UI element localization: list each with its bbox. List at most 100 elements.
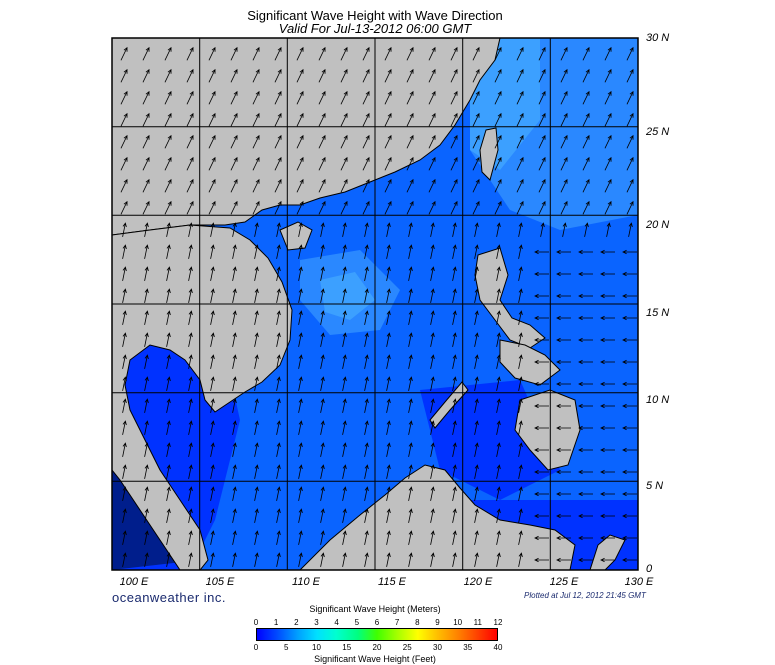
wave-arrow xyxy=(144,222,149,237)
wave-arrow xyxy=(166,310,171,325)
wave-arrow xyxy=(208,200,216,215)
wave-arrow xyxy=(186,46,194,61)
wave-arrow xyxy=(342,420,347,435)
wave-arrow xyxy=(408,464,413,479)
wave-arrow xyxy=(210,486,215,501)
wave-arrow xyxy=(166,508,171,523)
wave-arrow xyxy=(452,552,457,567)
wave-arrow xyxy=(516,134,524,149)
wave-arrow xyxy=(534,337,549,343)
wave-arrow xyxy=(622,447,637,453)
wave-arrow xyxy=(626,200,634,215)
land-taiwan xyxy=(479,127,499,181)
wave-arrow xyxy=(230,68,238,83)
wave-arrow xyxy=(254,530,259,545)
wave-arrow xyxy=(474,464,479,479)
wave-arrow xyxy=(534,425,549,431)
wave-arrow xyxy=(450,134,458,149)
wave-arrow xyxy=(252,134,260,149)
wave-arrow xyxy=(320,354,325,369)
wave-arrow xyxy=(364,288,369,303)
wave-arrow xyxy=(276,398,281,413)
lon-label-120e: 120 E xyxy=(463,576,493,588)
wave-arrow xyxy=(578,293,593,299)
wave-arrow xyxy=(144,552,149,567)
wave-arrow xyxy=(560,46,568,61)
wave-arrow xyxy=(430,376,435,391)
wave-arrow xyxy=(142,156,150,171)
wave-arrow xyxy=(340,156,348,171)
feet-tick: 5 xyxy=(284,643,289,652)
wave-arrow xyxy=(164,178,172,193)
wave-arrow xyxy=(584,222,589,237)
wave-arrow xyxy=(518,398,523,413)
wave-arrow xyxy=(406,46,414,61)
wave-arrow xyxy=(534,359,549,365)
wave-arrow xyxy=(120,112,128,127)
wave-arrow xyxy=(254,332,259,347)
wave-arrow xyxy=(496,244,501,259)
wave-arrow xyxy=(622,315,637,321)
wave-arrow xyxy=(386,398,391,413)
wave-arrow xyxy=(386,486,391,501)
wave-arrow xyxy=(622,491,637,497)
wave-arrow xyxy=(518,530,523,545)
wave-arrow xyxy=(340,112,348,127)
wave-arrow xyxy=(452,288,457,303)
wave-arrow xyxy=(296,134,304,149)
wave-arrow xyxy=(274,178,282,193)
wave-arrow xyxy=(600,535,615,541)
wave-arrow xyxy=(516,178,524,193)
lat-label-25n: 25 N xyxy=(646,126,670,138)
wave-arrow xyxy=(516,200,524,215)
wave-arrow xyxy=(604,134,612,149)
wave-arrow xyxy=(320,508,325,523)
wave-arrow xyxy=(318,46,326,61)
wave-arrow xyxy=(408,288,413,303)
wave-arrow xyxy=(166,266,171,281)
wave-arrow xyxy=(386,464,391,479)
wave-arrow xyxy=(578,337,593,343)
wave-arrow xyxy=(600,359,615,365)
feet-tick: 10 xyxy=(312,643,321,652)
lon-label-125e: 125 E xyxy=(549,576,579,588)
land-borneo xyxy=(299,464,576,570)
wave-arrow xyxy=(166,464,171,479)
wave-arrow xyxy=(538,178,546,193)
wave-arrow xyxy=(626,68,634,83)
wave-arrow xyxy=(166,530,171,545)
wave-arrow xyxy=(626,112,634,127)
wave-arrow xyxy=(120,200,128,215)
wave-arrow xyxy=(318,200,326,215)
wave-arrow xyxy=(252,112,260,127)
land-palawan xyxy=(429,381,469,429)
wave-arrow xyxy=(534,447,549,453)
wave-arrow xyxy=(386,354,391,369)
wave-arrow xyxy=(362,68,370,83)
wave-arrow xyxy=(188,310,193,325)
wave-arrow xyxy=(384,90,392,105)
wave-arrow xyxy=(274,156,282,171)
wave-arrow xyxy=(254,464,259,479)
wave-arrow xyxy=(188,464,193,479)
wave-arrow xyxy=(518,288,523,303)
wave-arrow xyxy=(164,200,172,215)
wave-arrow xyxy=(340,200,348,215)
wave-arrow xyxy=(430,552,435,567)
wave-arrow xyxy=(254,486,259,501)
wave-arrow xyxy=(472,134,480,149)
wave-arrow xyxy=(622,557,637,563)
wave-arrow xyxy=(428,46,436,61)
wave-arrow xyxy=(276,420,281,435)
wave-arrow xyxy=(122,442,127,457)
wave-arrow xyxy=(254,266,259,281)
wave-arrow xyxy=(600,447,615,453)
wave-arrow xyxy=(518,464,523,479)
wave-arrow xyxy=(144,266,149,281)
wave-arrow xyxy=(252,68,260,83)
wave-arrow xyxy=(496,288,501,303)
wave-arrow xyxy=(386,530,391,545)
meters-tick: 10 xyxy=(453,618,463,627)
feet-tick: 35 xyxy=(463,643,473,652)
